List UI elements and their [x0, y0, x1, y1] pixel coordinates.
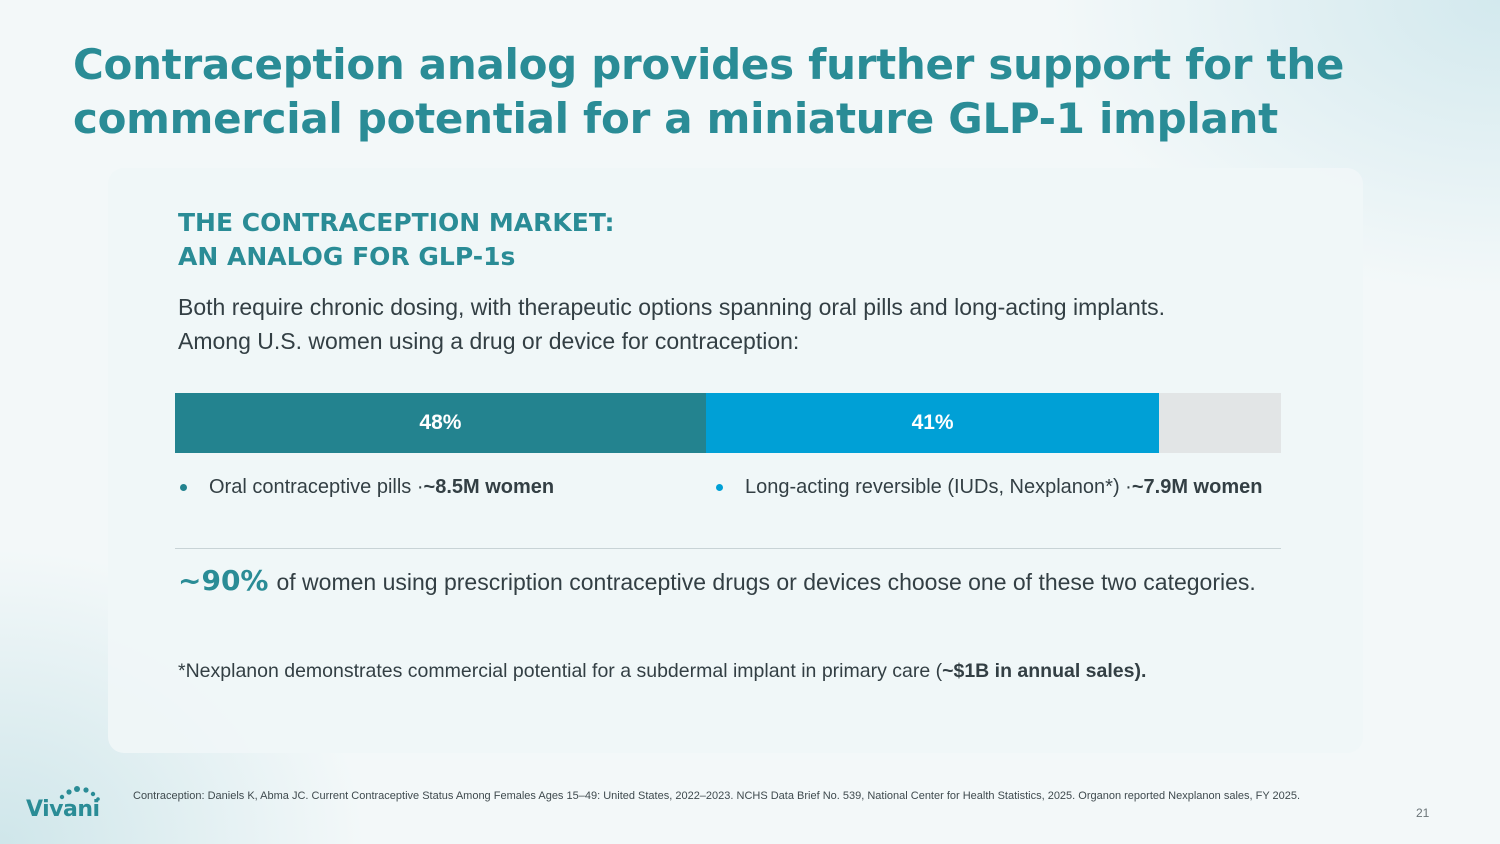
- legend-value: ~8.5M women: [423, 476, 555, 498]
- card-heading: THE CONTRACEPTION MARKET: AN ANALOG FOR …: [178, 206, 615, 274]
- slide-title: Contraception analog provides further su…: [73, 40, 1345, 143]
- content-card: THE CONTRACEPTION MARKET: AN ANALOG FOR …: [108, 168, 1363, 753]
- card-heading-line-1: THE CONTRACEPTION MARKET:: [178, 208, 615, 237]
- legend-label: Oral contraceptive pills ·: [209, 476, 424, 498]
- bar-segment-long-acting: 41%: [705, 393, 1160, 453]
- share-bar: 48% 41%: [175, 393, 1281, 453]
- legend-value: ~7.9M women: [1131, 476, 1263, 498]
- intro-text: Both require chronic dosing, with therap…: [178, 294, 1166, 354]
- bar-segment-label: 48%: [419, 411, 462, 434]
- highlight-text: of women using prescription contraceptiv…: [276, 569, 1256, 595]
- logo-text: Vivani: [26, 797, 100, 822]
- legend-dot-icon: [716, 484, 723, 491]
- legend-item-long-acting: Long-acting reversible (IUDs, Nexplanon*…: [716, 476, 1262, 499]
- vivani-logo: Vivani: [26, 785, 106, 825]
- logo-dots-icon: [59, 786, 100, 801]
- card-heading-line-2: AN ANALOG FOR GLP-1s: [178, 242, 516, 271]
- legend-item-oral-pills: Oral contraceptive pills · ~8.5M women: [180, 476, 554, 499]
- footnote-text: *Nexplanon demonstrates commercial poten…: [178, 660, 943, 682]
- bar-segment-label: 41%: [911, 411, 954, 434]
- page-number: 21: [1416, 806, 1430, 820]
- nexplanon-footnote: *Nexplanon demonstrates commercial poten…: [178, 660, 1298, 683]
- highlight-percent: ~90%: [178, 564, 269, 597]
- legend-dot-icon: [180, 484, 187, 491]
- highlight-statement: ~90% of women using prescription contrace…: [178, 565, 1258, 598]
- footnote-bold: ~$1B in annual sales).: [942, 660, 1147, 682]
- source-citation: Contraception: Daniels K, Abma JC. Curre…: [133, 790, 1301, 802]
- divider: [175, 548, 1281, 549]
- bar-segment-oral-pills: 48%: [175, 393, 706, 453]
- legend-label: Long-acting reversible (IUDs, Nexplanon*…: [745, 476, 1132, 498]
